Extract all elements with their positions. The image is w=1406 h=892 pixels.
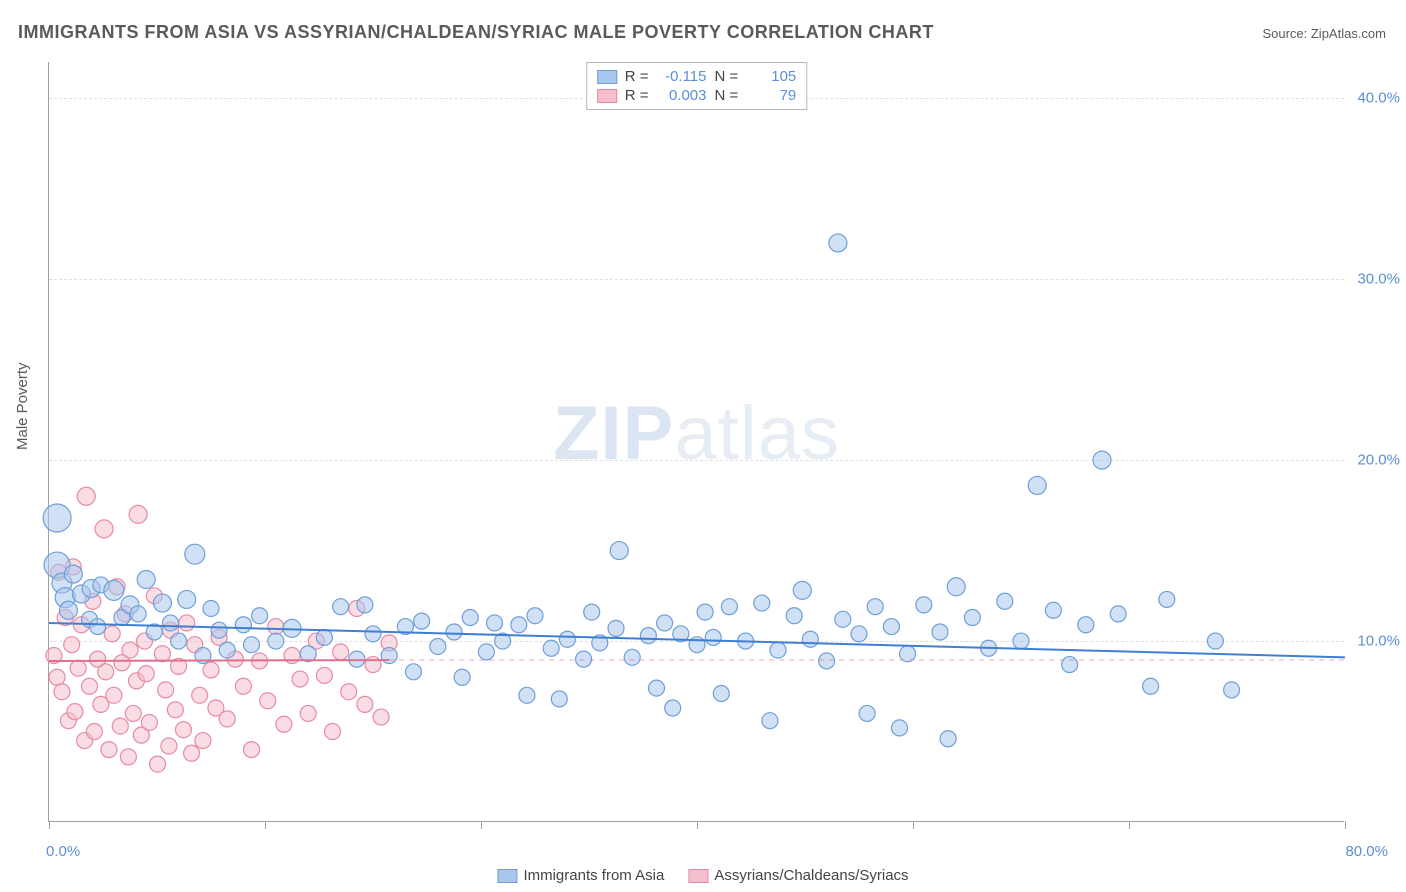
y-tick-label: 30.0% [1357, 271, 1400, 288]
y-tick-label: 10.0% [1357, 633, 1400, 650]
x-tick [265, 821, 266, 829]
legend-row-blue: R = -0.115 N = 105 [597, 67, 797, 86]
source-prefix: Source: [1262, 26, 1310, 41]
legend-series: Immigrants from Asia Assyrians/Chaldeans… [497, 867, 908, 884]
legend-swatch-blue-icon [497, 869, 517, 883]
scatter-svg [49, 62, 1344, 821]
legend-label-blue: Immigrants from Asia [523, 867, 664, 884]
legend-r-label: R = [625, 68, 649, 85]
y-axis-label: Male Poverty [14, 362, 31, 450]
legend-label-pink: Assyrians/Chaldeans/Syriacs [714, 867, 908, 884]
legend-r-label: R = [625, 87, 649, 104]
legend-swatch-blue [597, 70, 617, 84]
legend-row-pink: R = 0.003 N = 79 [597, 86, 797, 105]
x-tick [49, 821, 50, 829]
legend-n-label: N = [715, 87, 739, 104]
x-tick [481, 821, 482, 829]
x-tick [913, 821, 914, 829]
legend-n-value-blue: 105 [746, 68, 796, 85]
x-tick-label-max: 80.0% [1345, 843, 1388, 860]
x-tick [1129, 821, 1130, 829]
x-tick [1345, 821, 1346, 829]
legend-item-pink: Assyrians/Chaldeans/Syriacs [688, 867, 908, 884]
legend-correlation: R = -0.115 N = 105 R = 0.003 N = 79 [586, 62, 808, 110]
x-tick [697, 821, 698, 829]
x-tick-label-min: 0.0% [46, 843, 80, 860]
legend-r-value-blue: -0.115 [657, 68, 707, 85]
legend-item-blue: Immigrants from Asia [497, 867, 664, 884]
chart-title: IMMIGRANTS FROM ASIA VS ASSYRIAN/CHALDEA… [18, 22, 934, 43]
plot-area: ZIPatlas 10.0%20.0%30.0%40.0% R = -0.115… [48, 62, 1344, 822]
legend-swatch-pink [597, 89, 617, 103]
chart-container: IMMIGRANTS FROM ASIA VS ASSYRIAN/CHALDEA… [0, 0, 1406, 892]
y-tick-label: 20.0% [1357, 452, 1400, 469]
legend-n-label: N = [715, 68, 739, 85]
legend-swatch-pink-icon [688, 869, 708, 883]
legend-n-value-pink: 79 [746, 87, 796, 104]
legend-r-value-pink: 0.003 [657, 87, 707, 104]
y-tick-label: 40.0% [1357, 90, 1400, 107]
source-link[interactable]: ZipAtlas.com [1311, 26, 1386, 41]
source-label: Source: ZipAtlas.com [1262, 26, 1386, 41]
